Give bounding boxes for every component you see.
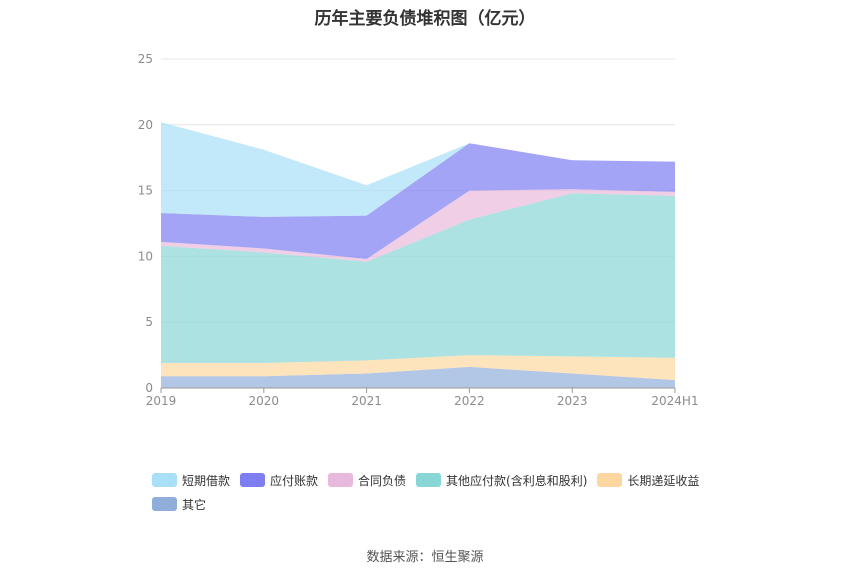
y-tick-label: 5 [145, 315, 153, 329]
area-series-3[interactable] [161, 189, 675, 262]
area-series [161, 122, 675, 388]
x-tick-label: 2022 [454, 394, 485, 408]
legend-swatch [152, 497, 177, 511]
y-tick-label: 20 [138, 118, 153, 132]
source-note: 数据来源：恒生聚源 [366, 550, 484, 565]
legend-swatch [328, 473, 354, 487]
legend-item[interactable]: 合同负债 [328, 472, 406, 488]
legend-label: 长期递延收益 [627, 473, 700, 488]
legend-swatch [240, 473, 266, 487]
legend-swatch [152, 473, 177, 487]
area-series-5[interactable] [161, 122, 675, 217]
area-series-1[interactable] [161, 355, 675, 381]
legend-swatch [597, 473, 623, 487]
axes: 0 5 10 15 20 25 2019 2020 2021 2022 2023 2024H1 [138, 52, 699, 408]
legend-label: 其它 [182, 497, 207, 512]
legend-label: 其他应付款(含利息和股利) [446, 473, 588, 488]
legend-item[interactable]: 其他应付款(含利息和股利) [416, 472, 587, 488]
area-series-2[interactable] [161, 193, 675, 363]
legend-item[interactable]: 长期递延收益 [597, 472, 699, 488]
legend-label: 合同负债 [358, 473, 407, 488]
chart-title: 历年主要负债堆积图（亿元） [314, 9, 536, 29]
legend-label: 应付账款 [270, 473, 319, 488]
y-tick-label: 0 [145, 381, 153, 395]
x-tick-label: 2024H1 [651, 394, 698, 408]
x-tick-label: 2020 [249, 394, 280, 408]
legend-label: 短期借款 [182, 473, 231, 488]
legend: 短期借款 应付账款 合同负债 其他应付款(含利息和股利) 长期递延收益其它 [152, 472, 752, 520]
y-tick-label: 15 [138, 184, 153, 198]
area-series-0[interactable] [161, 366, 675, 388]
x-tick-label: 2019 [146, 394, 177, 408]
legend-item[interactable]: 短期借款 [152, 472, 230, 488]
x-tick-label: 2023 [557, 394, 588, 408]
y-tick-label: 10 [138, 249, 153, 263]
legend-swatch [416, 473, 442, 487]
area-series-4[interactable] [161, 143, 675, 259]
legend-item[interactable]: 其它 [152, 496, 206, 512]
y-tick-label: 25 [138, 52, 153, 66]
legend-item[interactable]: 应付账款 [240, 472, 318, 488]
x-tick-label: 2021 [351, 394, 382, 408]
